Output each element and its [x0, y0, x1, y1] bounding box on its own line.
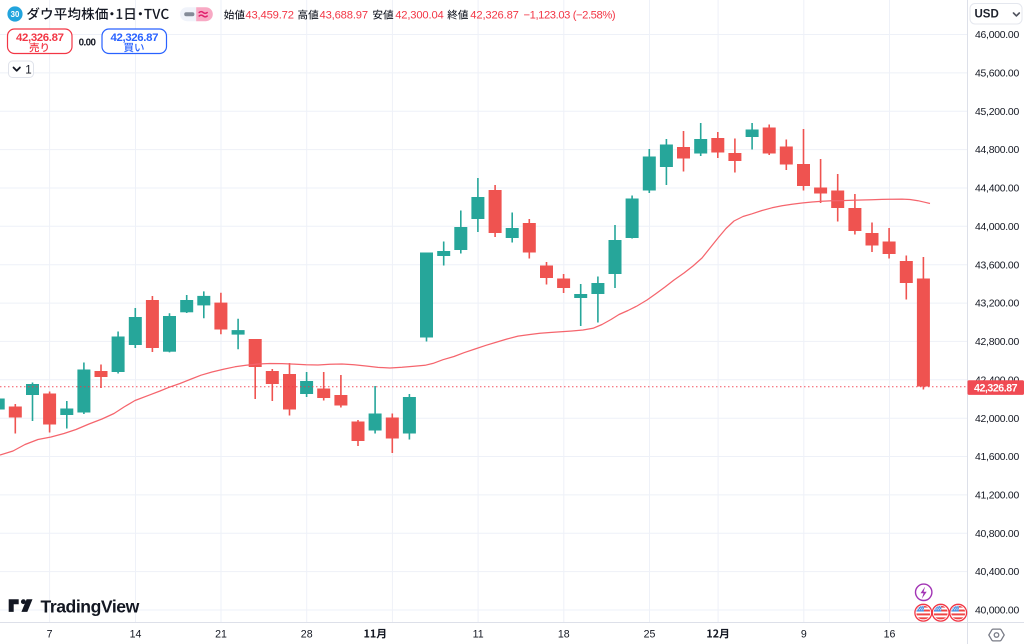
svg-text:42,300.04: 42,300.04: [395, 9, 443, 21]
svg-text:43,688.97: 43,688.97: [320, 9, 368, 21]
svg-text:42,000.00: 42,000.00: [975, 414, 1019, 425]
svg-text:43,600.00: 43,600.00: [975, 260, 1019, 271]
svg-text:41,600.00: 41,600.00: [975, 452, 1019, 463]
svg-text:42,326.87: 42,326.87: [111, 32, 159, 44]
svg-text:1: 1: [25, 64, 31, 77]
svg-text:11: 11: [473, 629, 484, 641]
svg-text:0.00: 0.00: [79, 38, 97, 49]
svg-text:44,800.00: 44,800.00: [975, 145, 1019, 156]
svg-text:43,459.72: 43,459.72: [245, 9, 293, 21]
svg-text:−1,123.03 (−2.58%): −1,123.03 (−2.58%): [524, 9, 616, 21]
svg-text:7: 7: [47, 629, 53, 641]
svg-text:42,800.00: 42,800.00: [975, 337, 1019, 348]
svg-text:40,800.00: 40,800.00: [975, 529, 1019, 540]
svg-text:30: 30: [11, 10, 20, 19]
svg-text:42,326.87: 42,326.87: [470, 9, 518, 21]
svg-text:42,326.87: 42,326.87: [974, 382, 1018, 394]
svg-text:USD: USD: [975, 9, 999, 21]
svg-text:44,000.00: 44,000.00: [975, 222, 1019, 233]
svg-text:28: 28: [301, 629, 313, 641]
svg-text:25: 25: [644, 629, 656, 641]
svg-text:44,400.00: 44,400.00: [975, 184, 1019, 195]
svg-text:45,600.00: 45,600.00: [975, 69, 1019, 80]
svg-text:42,326.87: 42,326.87: [16, 32, 64, 44]
svg-text:TradingView: TradingView: [41, 596, 140, 616]
svg-text:46,000.00: 46,000.00: [975, 30, 1019, 41]
svg-text:41,200.00: 41,200.00: [975, 491, 1019, 502]
svg-text:40,400.00: 40,400.00: [975, 567, 1019, 578]
svg-text:40,000.00: 40,000.00: [975, 606, 1019, 617]
svg-text:45,200.00: 45,200.00: [975, 107, 1019, 118]
svg-text:9: 9: [801, 629, 807, 641]
svg-text:18: 18: [558, 629, 570, 641]
svg-text:43,200.00: 43,200.00: [975, 299, 1019, 310]
svg-text:21: 21: [215, 629, 227, 641]
svg-text:14: 14: [130, 629, 142, 641]
svg-text:16: 16: [884, 629, 896, 641]
